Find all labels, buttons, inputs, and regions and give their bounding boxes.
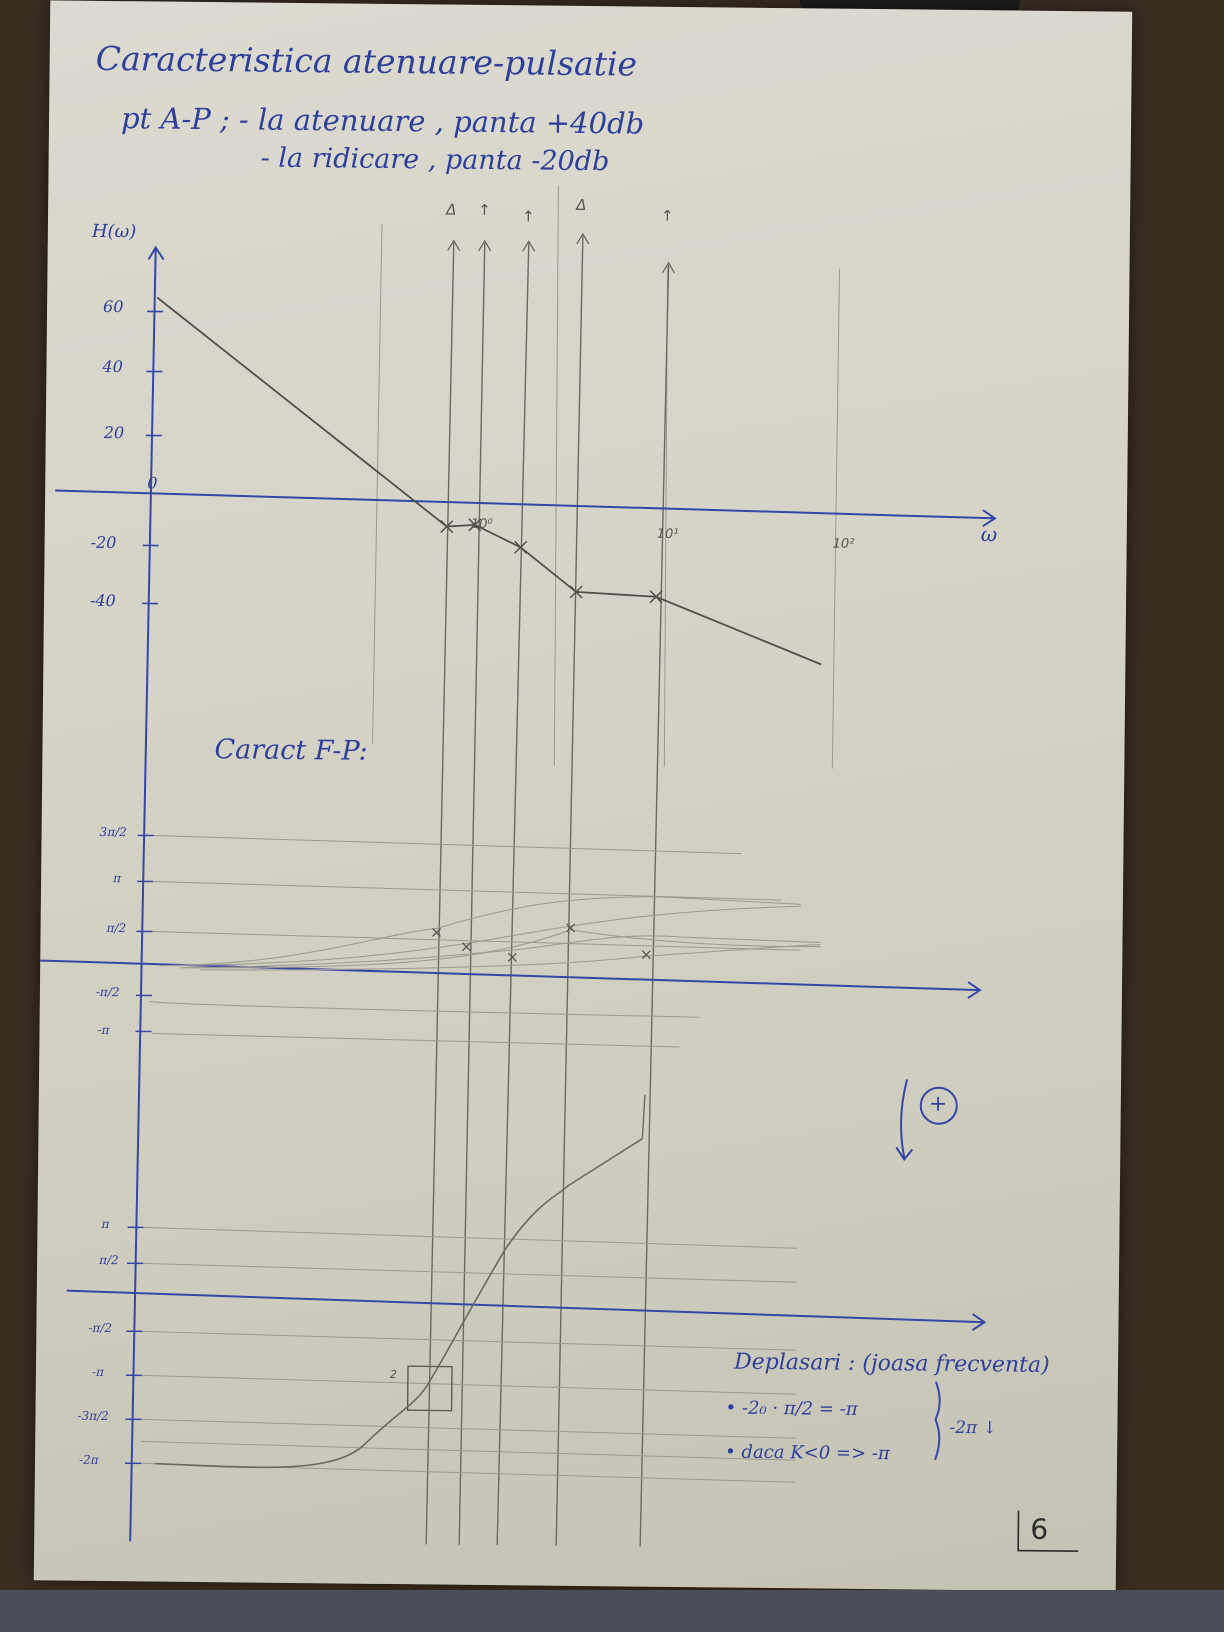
amplitude-x-label: ω	[980, 522, 998, 547]
y-tick-40: 40	[102, 356, 123, 377]
phase-lower-tick-pi: π	[101, 1216, 110, 1232]
amplitude-plot	[33, 185, 1079, 1553]
notes-item-1: • -2₀ · π/2 = -π	[725, 1397, 858, 1420]
y-tick-60: 60	[103, 296, 124, 317]
highlight-box	[406, 1365, 453, 1412]
phase-upper-tick-3pi2: 3π/2	[99, 824, 127, 840]
marker-5: ↑	[660, 206, 674, 225]
phase-upper-tick-pi: π	[113, 871, 122, 886]
phase-lower-tick-minus-pi: -π	[91, 1364, 104, 1380]
notes-item-2: • daca K<0 => -π	[725, 1441, 890, 1465]
box-label: 2	[389, 1368, 397, 1382]
marker-3: ↑	[521, 207, 535, 226]
marker-2: ↑	[478, 200, 491, 220]
phase-title: Caract F-P:	[214, 734, 368, 767]
page-number: 6	[1030, 1512, 1049, 1546]
phase-upper-tick-pi2: π/2	[106, 921, 127, 936]
x-tick-10-1: 10¹	[656, 526, 679, 542]
y-tick-minus-40: -40	[89, 590, 116, 611]
notes-total: -2π ↓	[949, 1417, 997, 1439]
keyboard-edge	[0, 1590, 1224, 1632]
amplitude-y-label: H(ω)	[91, 220, 137, 243]
phase-lower-tick-minus-2pi: -2π	[78, 1452, 99, 1467]
notes-title: Deplasari : (joasa frecventa)	[733, 1349, 1050, 1378]
phase-lower-tick-pi2: π/2	[99, 1252, 119, 1268]
phase-lower-tick-minus-pi2: -π/2	[88, 1320, 113, 1336]
marker-1: Δ	[446, 200, 457, 219]
y-tick-0: 0	[147, 473, 158, 493]
phase-curve	[154, 1137, 643, 1469]
y-tick-20: 20	[103, 422, 125, 443]
x-tick-10-0: 10⁰	[470, 516, 493, 533]
phase-upper-tick-minus-pi2: -π/2	[95, 984, 120, 1000]
phase-upper-tick-minus-pi: -π	[97, 1022, 110, 1038]
plus-symbol: +	[928, 1091, 948, 1117]
y-tick-minus-20: -20	[90, 532, 117, 553]
marker-4: Δ	[576, 195, 587, 215]
x-tick-10-2: 10²	[832, 536, 855, 552]
amplitude-curve	[156, 296, 822, 666]
notebook-page: Caracteristica atenuare-pulsatie pt A-P …	[33, 0, 1133, 1592]
phase-lower-tick-minus-3pi2: -3π/2	[77, 1408, 109, 1424]
